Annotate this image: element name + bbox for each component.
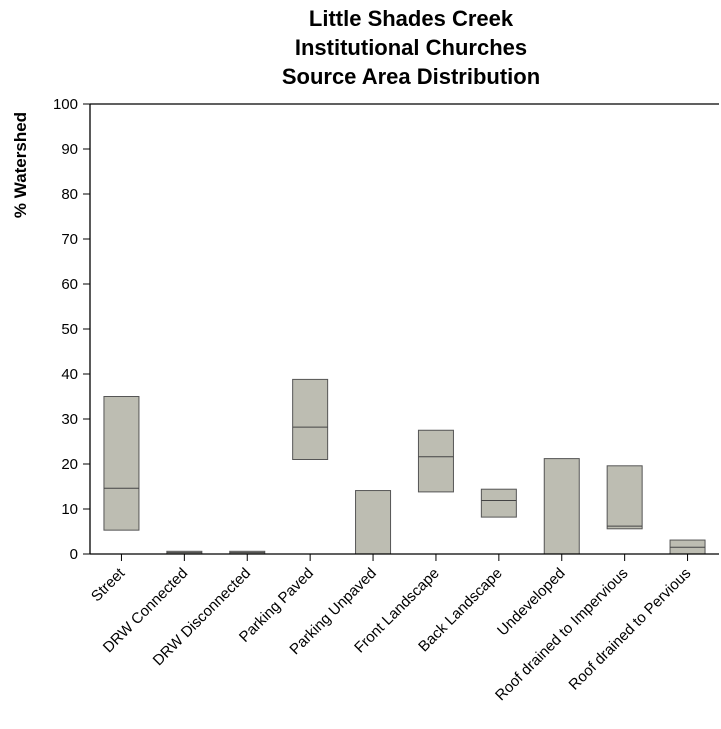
y-tick-label-3: 30	[61, 411, 78, 428]
chart-title-line-3: Source Area Distribution	[282, 64, 540, 89]
y-axis-title: % Watershed	[11, 112, 30, 218]
y-tick-label-7: 70	[61, 231, 78, 248]
chart-title-line-1: Little Shades Creek	[309, 6, 514, 31]
y-tick-label-1: 10	[61, 501, 78, 518]
y-tick-label-0: 0	[70, 546, 78, 563]
y-tick-label-10: 100	[53, 96, 78, 113]
x-tick-label-9: Roof drained to Pervious	[566, 565, 695, 694]
y-tick-label-9: 90	[61, 141, 78, 158]
y-tick-label-5: 50	[61, 321, 78, 338]
y-tick-label-6: 60	[61, 276, 78, 293]
box-8	[606, 465, 643, 530]
box-5	[417, 429, 454, 493]
y-tick-label-8: 80	[61, 186, 78, 203]
x-tick-label-8: Roof drained to Impervious	[492, 565, 631, 704]
box-0	[103, 396, 140, 531]
box-3	[292, 378, 329, 460]
x-tick-label-0: Street	[88, 564, 129, 605]
chart-title: Little Shades Creek Institutional Church…	[282, 6, 540, 89]
box-6	[480, 488, 517, 518]
box-7	[543, 458, 580, 555]
y-tick-label-4: 40	[61, 366, 78, 383]
y-tick-label-2: 20	[61, 456, 78, 473]
box-4	[355, 490, 392, 555]
chart-title-line-2: Institutional Churches	[295, 35, 527, 60]
